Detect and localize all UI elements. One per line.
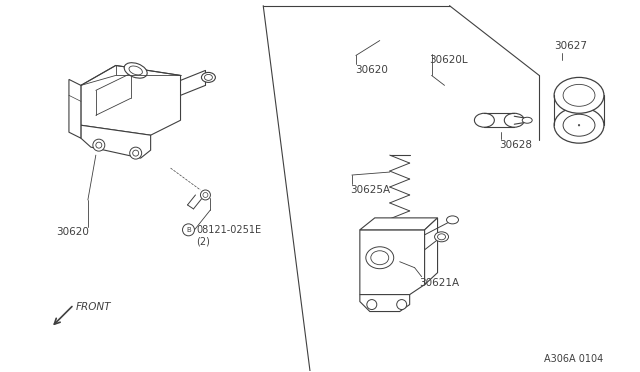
Polygon shape <box>360 230 424 295</box>
Circle shape <box>132 150 139 156</box>
Circle shape <box>93 139 105 151</box>
Ellipse shape <box>435 232 449 242</box>
Text: FRONT: FRONT <box>76 302 111 312</box>
Ellipse shape <box>563 114 595 136</box>
Polygon shape <box>81 125 150 158</box>
Ellipse shape <box>504 113 524 127</box>
Text: 30621A: 30621A <box>420 278 460 288</box>
Text: 30628: 30628 <box>499 140 532 150</box>
Text: 30620: 30620 <box>56 227 89 237</box>
Ellipse shape <box>438 234 445 240</box>
Polygon shape <box>424 218 438 285</box>
Ellipse shape <box>384 239 415 259</box>
Ellipse shape <box>554 107 604 143</box>
Circle shape <box>397 299 406 310</box>
Ellipse shape <box>563 84 595 106</box>
Ellipse shape <box>474 113 494 127</box>
Ellipse shape <box>366 247 394 269</box>
Circle shape <box>130 147 141 159</box>
Polygon shape <box>81 65 180 135</box>
Text: A306A 0104: A306A 0104 <box>544 355 604 364</box>
Circle shape <box>200 190 211 200</box>
Polygon shape <box>69 79 81 138</box>
Ellipse shape <box>371 251 388 265</box>
Ellipse shape <box>124 63 147 78</box>
Circle shape <box>578 124 580 126</box>
Ellipse shape <box>204 74 212 80</box>
Ellipse shape <box>522 117 532 123</box>
Text: 30620L: 30620L <box>429 55 468 65</box>
Polygon shape <box>360 218 438 230</box>
Text: 08121-0251E: 08121-0251E <box>196 225 262 235</box>
Text: (2): (2) <box>196 237 211 247</box>
Circle shape <box>203 192 208 198</box>
Ellipse shape <box>384 231 415 251</box>
Ellipse shape <box>447 216 458 224</box>
Text: 30620: 30620 <box>355 65 388 76</box>
Polygon shape <box>360 295 410 311</box>
Text: B: B <box>186 227 191 233</box>
Ellipse shape <box>554 77 604 113</box>
Ellipse shape <box>390 235 410 247</box>
Text: 30625A: 30625A <box>350 185 390 195</box>
Circle shape <box>367 299 377 310</box>
Ellipse shape <box>129 66 142 75</box>
Circle shape <box>182 224 195 236</box>
Circle shape <box>96 142 102 148</box>
Text: 30627: 30627 <box>554 41 587 51</box>
Ellipse shape <box>202 73 216 82</box>
